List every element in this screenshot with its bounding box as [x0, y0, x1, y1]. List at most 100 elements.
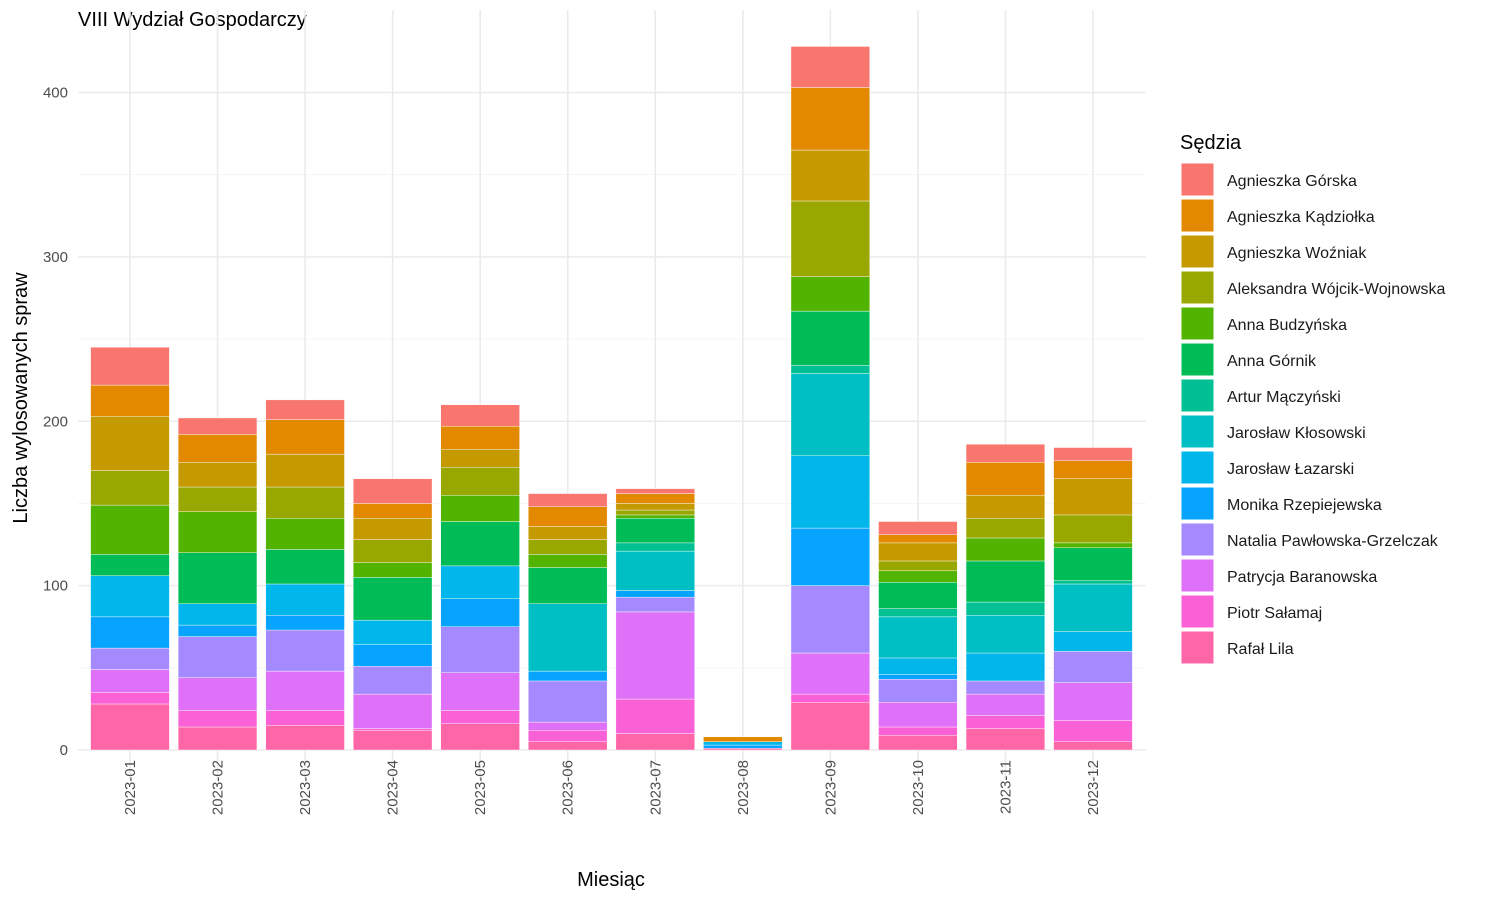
- bar-segment: [790, 527, 870, 586]
- bar-segment: [1053, 542, 1133, 549]
- bar-segment: [353, 478, 433, 504]
- x-tick-label: 2023-09: [822, 760, 839, 815]
- bar-segment: [1053, 741, 1133, 751]
- x-tick-label: 2023-05: [472, 760, 489, 815]
- legend-label: Piotr Sałamaj: [1227, 605, 1322, 622]
- bar-segment: [177, 434, 258, 463]
- bar-segment: [615, 514, 695, 519]
- bar-segment: [90, 384, 170, 417]
- bar-segment: [265, 615, 345, 631]
- bar-segment: [90, 554, 170, 576]
- bar-segment: [353, 539, 433, 563]
- bar-segment: [440, 495, 520, 522]
- bar-segment: [1053, 682, 1133, 721]
- bar-segment: [265, 518, 345, 550]
- bar-segment: [90, 669, 170, 693]
- legend-key: [1180, 198, 1215, 233]
- bar-segment: [440, 425, 520, 450]
- bar-segment: [177, 636, 258, 678]
- bar-segment: [965, 601, 1046, 616]
- bar-segment: [790, 200, 870, 277]
- bar-segment: [353, 644, 433, 667]
- bar-segment: [353, 518, 433, 540]
- bar-segment: [528, 567, 608, 604]
- bar-segment: [790, 276, 870, 312]
- bar-segment: [440, 626, 520, 673]
- bar-segment: [615, 596, 695, 613]
- bar-segment: [90, 416, 170, 471]
- bar-segment: [790, 585, 870, 654]
- bar-segment: [1053, 547, 1133, 581]
- bar-segment: [265, 710, 345, 726]
- bar-segment: [878, 726, 958, 736]
- bar-segment: [878, 608, 958, 618]
- bar-segment: [265, 453, 345, 488]
- bar-segment: [177, 726, 258, 751]
- bar-segment: [265, 399, 345, 420]
- bar-segment: [528, 670, 608, 682]
- bar-segment: [177, 552, 258, 604]
- legend-label: Agnieszka Woźniak: [1227, 245, 1367, 262]
- bar-segment: [265, 486, 345, 519]
- y-tick-label: 400: [43, 85, 68, 102]
- bar-segment: [440, 672, 520, 711]
- bar-segment: [965, 693, 1046, 716]
- bar-segment: [965, 518, 1046, 539]
- bar-segment: [878, 521, 958, 535]
- bar-segment: [440, 565, 520, 599]
- legend-key: [1180, 450, 1215, 485]
- bar-segment: [1053, 478, 1133, 516]
- x-tick-label: 2023-01: [122, 760, 139, 815]
- bar-segment: [353, 693, 433, 729]
- bar-segment: [615, 550, 695, 591]
- bar-segment: [353, 577, 433, 621]
- bar-segment: [615, 590, 695, 598]
- bar-segment: [878, 735, 958, 751]
- bar-segment: [440, 723, 520, 751]
- legend-label: Jarosław Łazarski: [1227, 461, 1354, 478]
- bar-segment: [790, 46, 870, 88]
- legend-key: [1180, 270, 1215, 305]
- bar-segment: [1053, 514, 1133, 544]
- bar-segment: [265, 419, 345, 455]
- bar-segment: [440, 710, 520, 724]
- bar-segment: [528, 506, 608, 527]
- legend-key: [1180, 594, 1215, 629]
- bar-segment: [440, 404, 520, 427]
- x-tick-label: 2023-12: [1085, 760, 1102, 815]
- bar-segment: [1053, 460, 1133, 479]
- legend-label: Rafał Lila: [1227, 641, 1294, 658]
- bar-segment: [615, 542, 695, 552]
- bar-segment: [528, 603, 608, 672]
- x-tick-label: 2023-02: [210, 760, 227, 815]
- bar-segment: [615, 493, 695, 504]
- bar-segment: [90, 504, 170, 555]
- bar-segment: [353, 562, 433, 578]
- bar-segment: [790, 365, 870, 374]
- x-tick-label: 2023-06: [560, 760, 577, 815]
- bar-segment: [90, 347, 170, 386]
- bar-segment: [528, 539, 608, 555]
- bar-segment: [177, 511, 258, 553]
- bar-segment: [878, 560, 958, 572]
- bar-segment: [440, 467, 520, 496]
- bar-segment: [878, 570, 958, 583]
- bar-segment: [615, 518, 695, 544]
- bar-segment: [177, 677, 258, 711]
- bar-segment: [703, 744, 783, 749]
- bar-segment: [1053, 631, 1133, 652]
- legend-label: Monika Rzepiejewska: [1227, 497, 1382, 514]
- bar-segment: [615, 488, 695, 494]
- bar-segment: [90, 692, 170, 705]
- bar-segment: [177, 486, 258, 512]
- bar-segment: [965, 615, 1046, 654]
- legend-title: Sędzia: [1180, 132, 1242, 154]
- bar-segment: [90, 616, 170, 649]
- y-tick-label: 300: [43, 249, 68, 266]
- legend-key: [1180, 378, 1215, 413]
- legend-key: [1180, 486, 1215, 521]
- bar-segment: [878, 616, 958, 659]
- bar-segment: [1053, 580, 1133, 585]
- x-tick-label: 2023-03: [297, 760, 314, 815]
- bar-segment: [528, 730, 608, 742]
